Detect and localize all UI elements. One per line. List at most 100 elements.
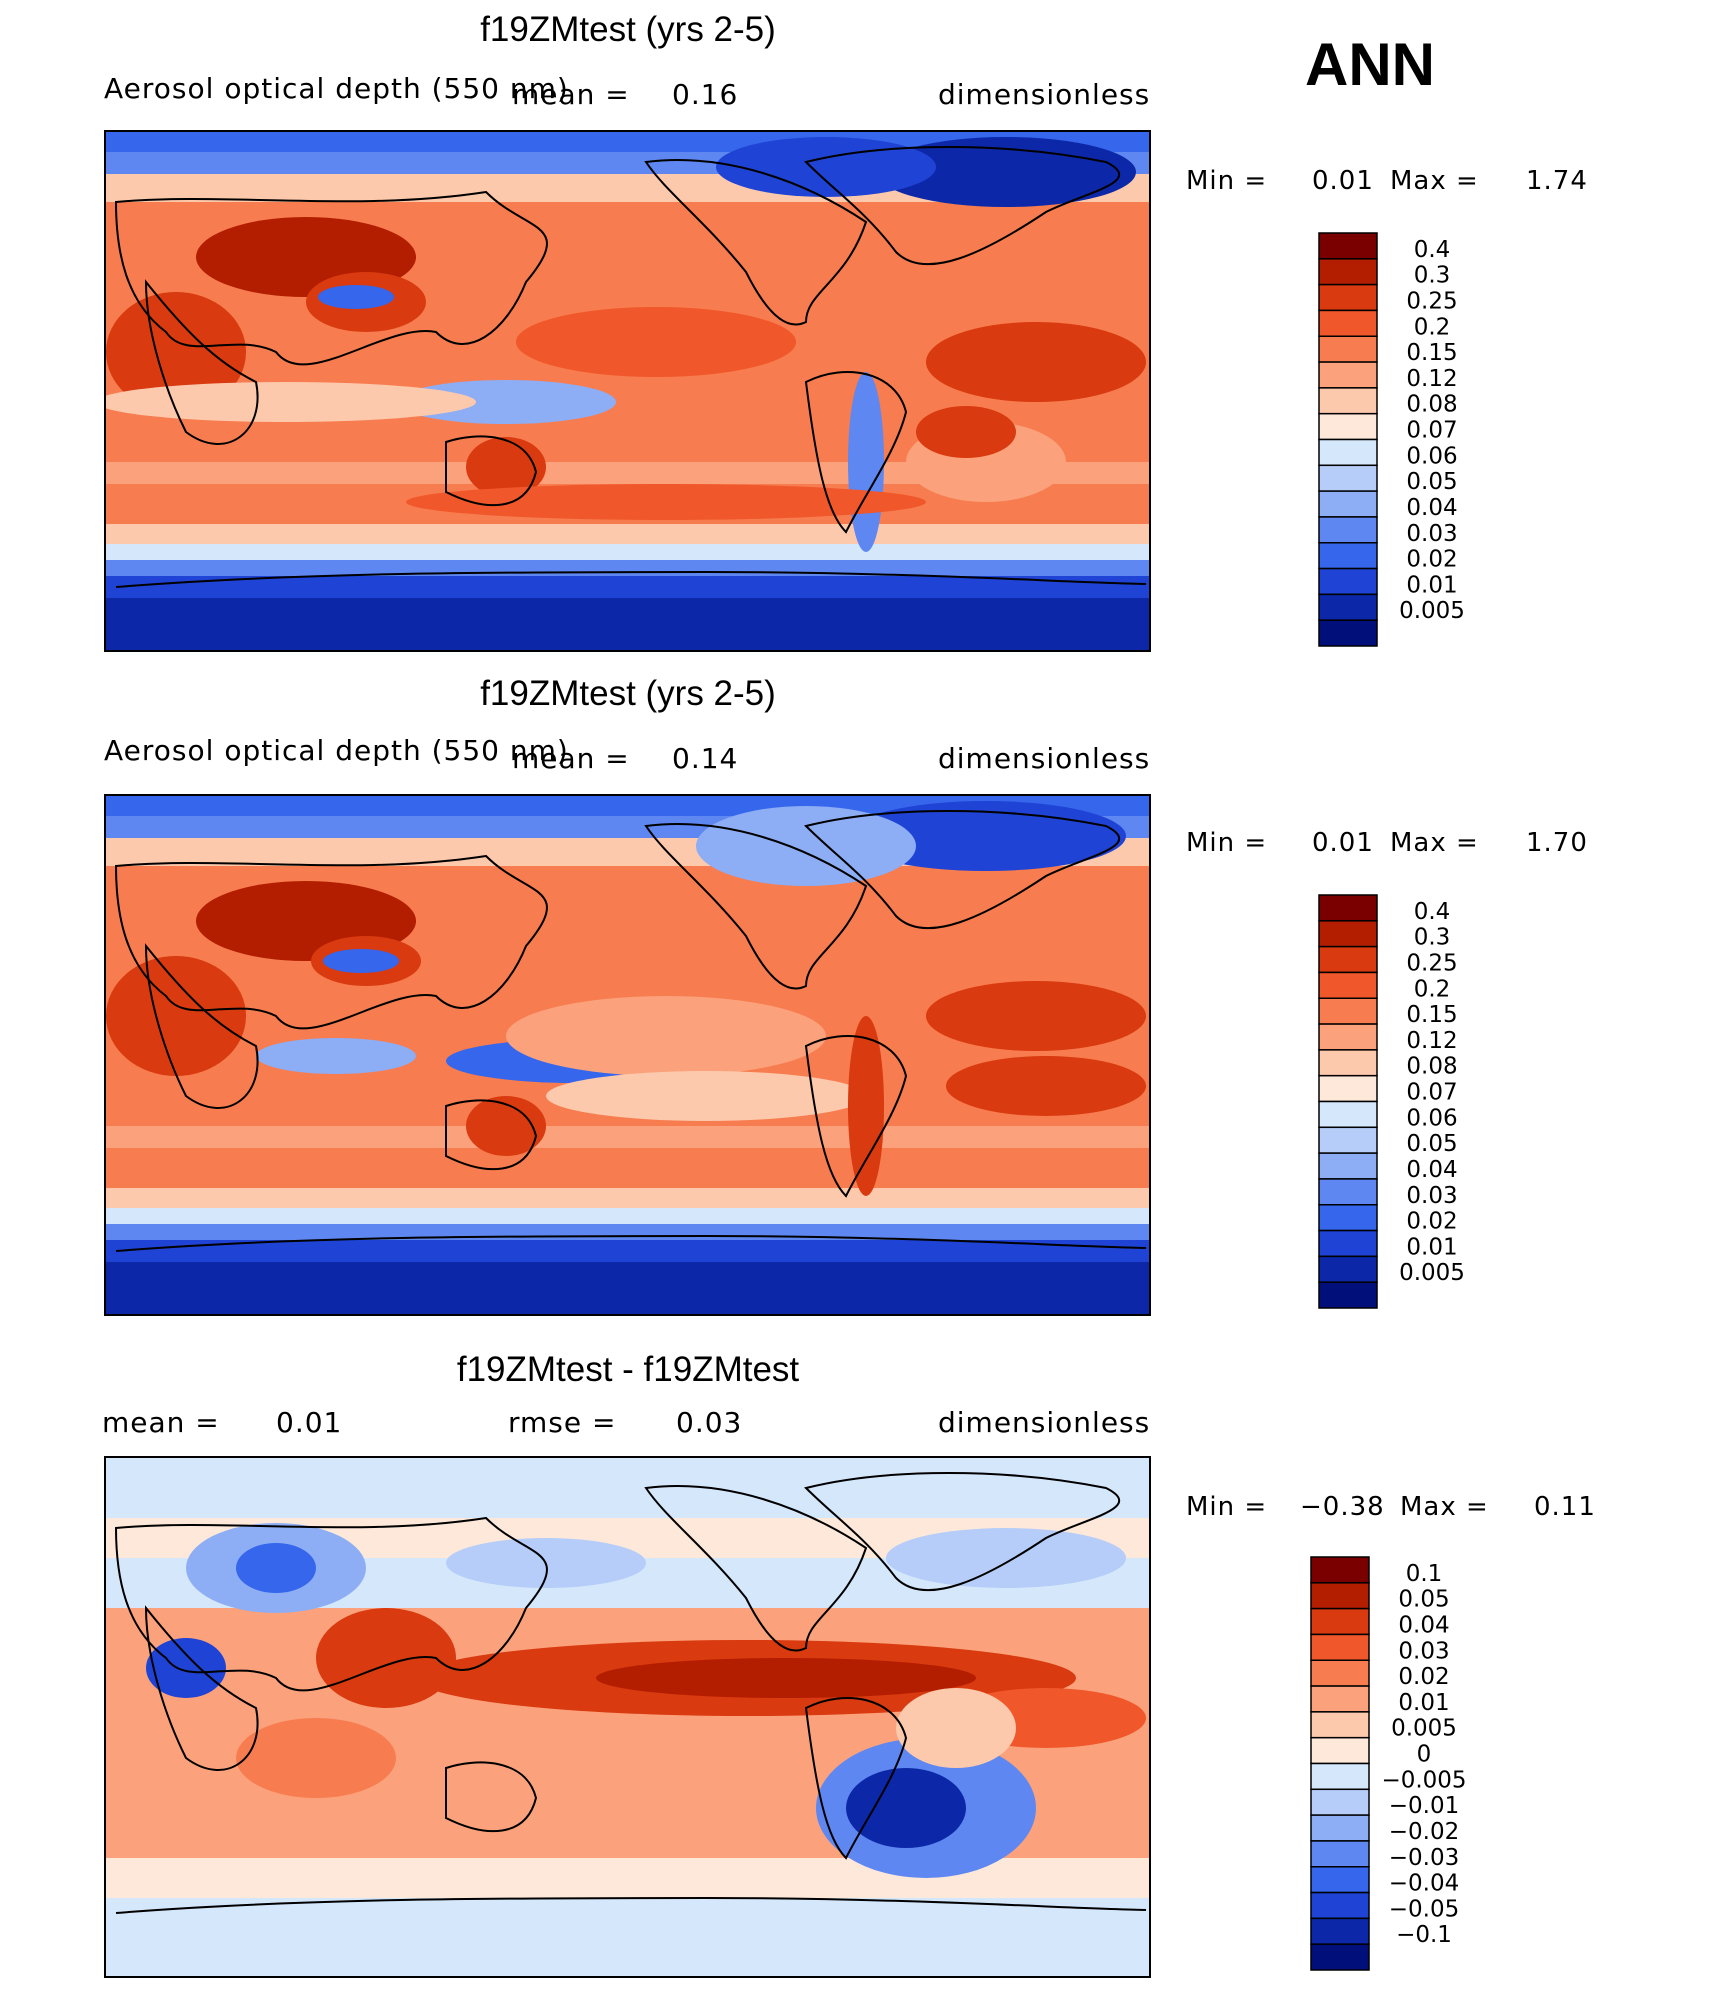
panel2-min-label: Min = — [1186, 828, 1268, 858]
colorbar-swatch — [1318, 567, 1378, 596]
colorbar-swatch — [1318, 309, 1378, 337]
colorbar-tick-label: 0.07 — [1406, 1080, 1457, 1106]
colorbar-swatch — [1318, 464, 1378, 492]
colorbar-swatch — [1318, 1204, 1378, 1232]
colorbar-tick-label: −0.01 — [1389, 1793, 1459, 1819]
panel2-map-field — [106, 796, 1149, 1314]
colorbar-swatch — [1310, 1891, 1370, 1920]
panel3-rmse-label: rmse = — [508, 1406, 617, 1439]
colorbar-swatch — [1310, 1659, 1370, 1687]
colorbar-tick-label: 0.005 — [1399, 598, 1465, 624]
colorbar-tick-label: 0.2 — [1414, 976, 1451, 1002]
colorbar-tick-label: 0.06 — [1406, 443, 1457, 469]
colorbar-swatch — [1318, 335, 1378, 363]
colorbar-tick-label: 0.03 — [1406, 1183, 1457, 1209]
panel2-variable-label: Aerosol optical depth (550 nm) — [104, 734, 569, 767]
panel3-map — [104, 1456, 1151, 1978]
panel3-map-field — [106, 1458, 1149, 1976]
panel1-max-label: Max = — [1390, 166, 1479, 196]
colorbar-swatch — [1318, 1049, 1378, 1077]
panel2-max-label: Max = — [1390, 828, 1479, 858]
panel1-map — [104, 130, 1151, 652]
colorbar-tick-label: −0.04 — [1389, 1871, 1459, 1897]
colorbar-tick-label: 0.07 — [1406, 418, 1457, 444]
colorbar-tick-label: 0.05 — [1398, 1587, 1449, 1613]
colorbar-tick-label: 0.08 — [1406, 392, 1457, 418]
colorbar-tick-label: −0.02 — [1389, 1819, 1459, 1845]
panel3-max-value: 0.11 — [1534, 1492, 1596, 1522]
panel1-units: dimensionless — [938, 78, 1151, 111]
colorbar-swatch — [1310, 1943, 1370, 1971]
colorbar-tick-label: 0.2 — [1414, 314, 1451, 340]
panel1-variable-label: Aerosol optical depth (550 nm) — [104, 72, 569, 105]
colorbar-tick-label: 0.01 — [1406, 572, 1457, 598]
panel3-min-label: Min = — [1186, 1492, 1268, 1522]
colorbar-tick-label: 0.02 — [1406, 1209, 1457, 1235]
colorbar-svg: 0.40.30.250.20.150.120.080.070.060.050.0… — [1318, 894, 1465, 1309]
colorbar-tick-label: 0.4 — [1414, 899, 1451, 925]
colorbar-swatch — [1310, 1814, 1370, 1842]
colorbar-tick-label: 0.05 — [1406, 1131, 1457, 1157]
panel1-mean-value: 0.16 — [672, 78, 739, 111]
panel2-max-value: 1.70 — [1526, 828, 1588, 858]
colorbar-swatch — [1318, 1074, 1378, 1103]
colorbar-tick-label: 0.3 — [1414, 925, 1451, 951]
colorbar-swatch — [1310, 1762, 1370, 1791]
colorbar-tick-label: 0.15 — [1406, 340, 1457, 366]
colorbar-tick-label: −0.05 — [1389, 1896, 1459, 1922]
colorbar-tick-label: 0.01 — [1398, 1690, 1449, 1716]
panel2-min-value: 0.01 — [1312, 828, 1374, 858]
colorbar-swatch — [1310, 1633, 1370, 1661]
colorbar-tick-label: 0.25 — [1406, 288, 1457, 314]
colorbar-tick-label: −0.005 — [1381, 1767, 1466, 1793]
colorbar-swatch — [1310, 1866, 1370, 1894]
colorbar-swatch — [1318, 1023, 1378, 1051]
colorbar-swatch — [1318, 438, 1378, 467]
colorbar-swatch — [1318, 1100, 1378, 1129]
panel2-title: f19ZMtest (yrs 2-5) — [480, 674, 776, 713]
panel1-min-label: Min = — [1186, 166, 1268, 196]
panel1-mean-label: mean = — [512, 78, 630, 111]
colorbar-tick-label: 0.02 — [1398, 1664, 1449, 1690]
panel1-map-field — [106, 132, 1149, 650]
colorbar-swatch — [1318, 971, 1378, 999]
colorbar-swatch — [1318, 1229, 1378, 1258]
colorbar-swatch — [1318, 593, 1378, 621]
colorbar-tick-label: 0.25 — [1406, 950, 1457, 976]
colorbar-tick-label: −0.1 — [1396, 1922, 1452, 1948]
colorbar-swatch — [1318, 920, 1378, 948]
colorbar-swatch — [1318, 258, 1378, 286]
colorbar-swatch — [1318, 412, 1378, 441]
panel3-min-value: −0.38 — [1300, 1492, 1385, 1522]
colorbar-swatch — [1318, 232, 1378, 260]
colorbar-tick-label: 0.3 — [1414, 263, 1451, 289]
colorbar-tick-label: 0.005 — [1391, 1716, 1457, 1742]
colorbar-tick-label: 0.03 — [1406, 521, 1457, 547]
colorbar-swatch — [1310, 1556, 1370, 1584]
colorbar-tick-label: 0.06 — [1406, 1105, 1457, 1131]
colorbar-swatch — [1310, 1788, 1370, 1816]
colorbar-tick-label: 0.08 — [1406, 1054, 1457, 1080]
colorbar-swatch — [1310, 1711, 1370, 1739]
colorbar-tick-label: 0.03 — [1398, 1638, 1449, 1664]
colorbar-tick-label: 0.05 — [1406, 469, 1457, 495]
panel3-rmse-value: 0.03 — [676, 1406, 743, 1439]
colorbar-tick-label: 0.04 — [1406, 495, 1457, 521]
colorbar-tick-label: 0.01 — [1406, 1234, 1457, 1260]
colorbar-swatch — [1318, 1152, 1378, 1180]
colorbar-swatch — [1318, 1126, 1378, 1154]
colorbar-swatch — [1318, 361, 1378, 389]
colorbar-svg: 0.40.30.250.20.150.120.080.070.060.050.0… — [1318, 232, 1465, 647]
panel3-max-label: Max = — [1400, 1492, 1489, 1522]
colorbar-tick-label: 0.15 — [1406, 1002, 1457, 1028]
panel3-mean-value: 0.01 — [276, 1406, 343, 1439]
colorbar-tick-label: 0.04 — [1406, 1157, 1457, 1183]
colorbar-swatch — [1318, 387, 1378, 415]
colorbar-swatch — [1318, 619, 1378, 647]
colorbar-svg: 0.10.050.040.030.020.010.0050−0.005−0.01… — [1310, 1556, 1467, 1971]
season-label: ANN — [1305, 31, 1435, 98]
panel2-map — [104, 794, 1151, 1316]
colorbar-swatch — [1318, 490, 1378, 518]
panel2-mean-label: mean = — [512, 742, 630, 775]
colorbar-swatch — [1310, 1607, 1370, 1636]
